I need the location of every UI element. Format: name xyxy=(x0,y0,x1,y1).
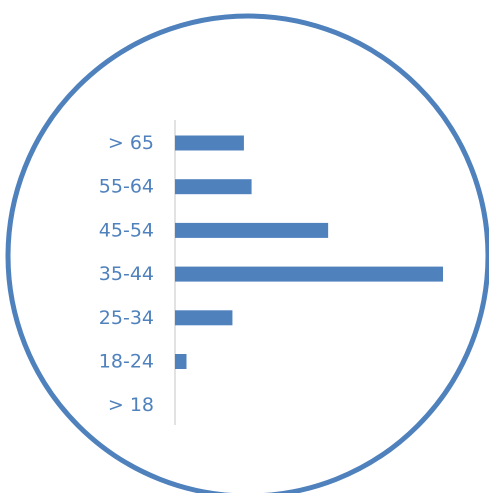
bar-55-64 xyxy=(175,179,252,195)
bar-18-24 xyxy=(175,354,187,369)
category-label-55-64: 55-64 xyxy=(99,176,154,198)
bar-35-44 xyxy=(175,266,443,282)
circle-frame xyxy=(5,13,489,493)
category-labels-group: > 65 55-64 45-54 35-44 25-34 18-24 > 18 xyxy=(99,132,154,416)
bar-25-34 xyxy=(175,310,233,326)
category-label-45-54: 45-54 xyxy=(99,219,154,241)
category-label-35-44: 35-44 xyxy=(99,263,154,285)
bars-group xyxy=(175,135,443,369)
category-label-18: > 18 xyxy=(108,394,154,416)
bar-65 xyxy=(175,135,244,151)
category-label-25-34: 25-34 xyxy=(99,307,154,329)
bar-45-54 xyxy=(175,222,329,238)
category-label-18-24: 18-24 xyxy=(99,351,154,373)
category-label-65: > 65 xyxy=(108,132,154,154)
